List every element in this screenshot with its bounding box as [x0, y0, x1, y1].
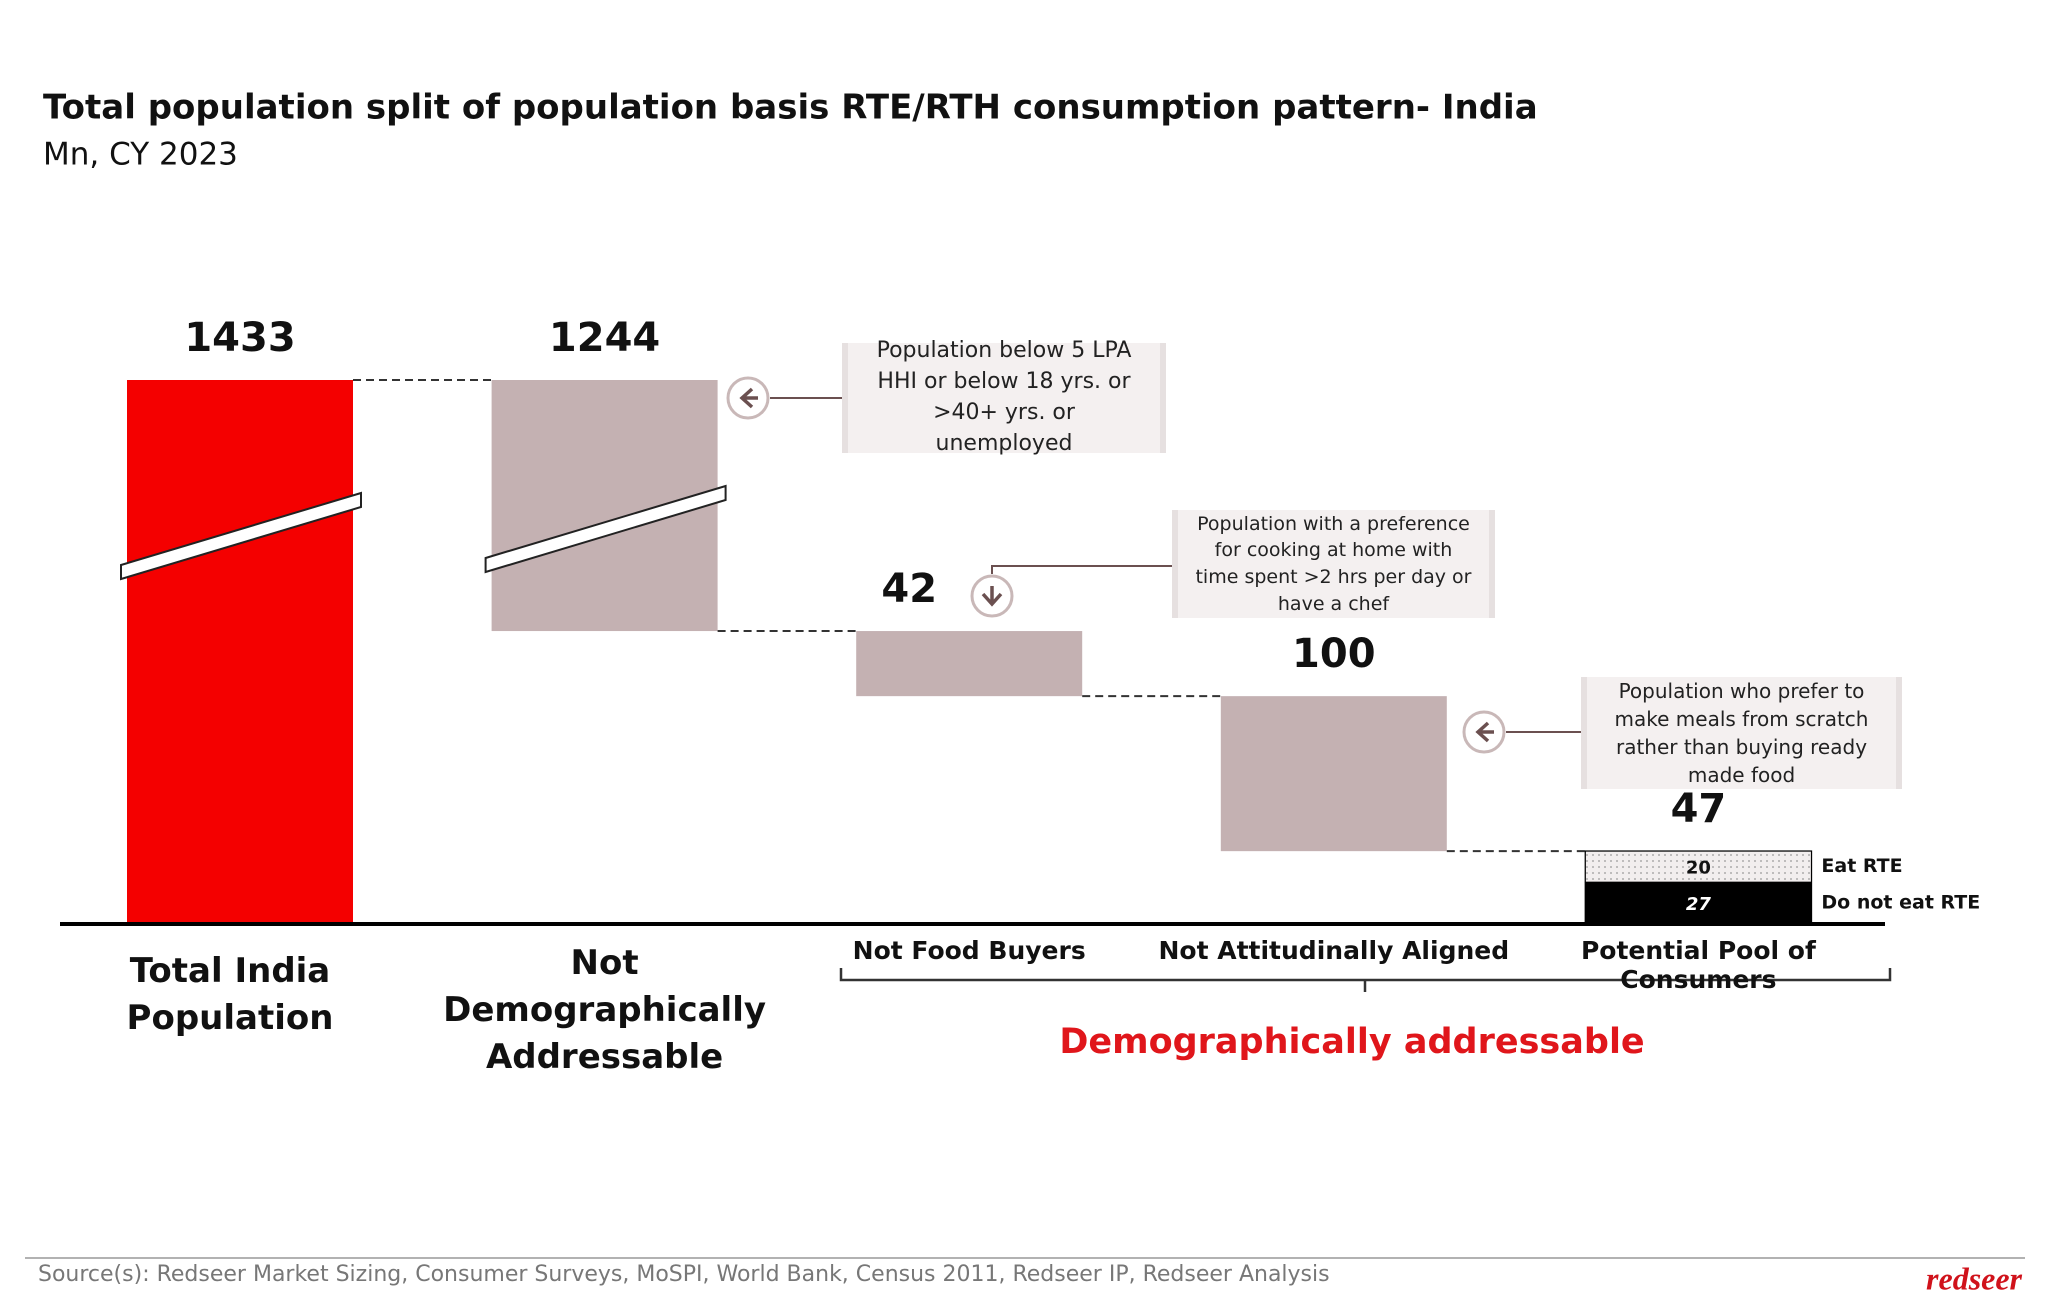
- logo: redseer: [1926, 1260, 2023, 1296]
- legend-label: Eat RTE: [1821, 855, 1902, 877]
- stack-label: 27: [1686, 894, 1712, 915]
- x-tick-label: Not Food Buyers: [852, 936, 1086, 965]
- bar: [856, 631, 1083, 697]
- bar: [127, 380, 353, 924]
- x-tick-label: Potential Pool of Consumers: [1580, 936, 1816, 994]
- value-label: 1433: [184, 315, 295, 361]
- axis-break: [484, 484, 727, 574]
- annotation-leader: [991, 565, 1172, 574]
- value-label: 47: [1671, 786, 1727, 832]
- annotation-arrow: [739, 387, 758, 409]
- brace: [839, 968, 1892, 992]
- value-label: 1244: [549, 315, 660, 361]
- x-tick-label: Not Attitudinally Aligned: [1158, 936, 1510, 965]
- bar: [1220, 696, 1447, 852]
- x-tick-label: Not Demographically Addressable: [443, 943, 767, 1077]
- annotation-arrow: [981, 586, 1003, 607]
- source: Source(s): Redseer Market Sizing, Consum…: [38, 1262, 1330, 1287]
- legend-label: Do not eat RTE: [1821, 892, 1980, 914]
- annotation: Population who prefer to make meals from…: [1581, 677, 1902, 789]
- stack-segment: [1584, 881, 1812, 925]
- annotation: Population with a preference for cooking…: [1172, 510, 1495, 618]
- chart-subtitle: Mn, CY 2023: [43, 137, 238, 173]
- stack-segment: [1584, 850, 1812, 883]
- value-label: 100: [1292, 631, 1376, 677]
- stack-label: 20: [1686, 858, 1711, 879]
- annotation: Population below 5 LPA HHI or below 18 y…: [842, 338, 1166, 456]
- annotation-arrow: [1475, 721, 1494, 743]
- axis-break: [120, 491, 362, 581]
- group-label: Demographically addressable: [1059, 1022, 1644, 1062]
- chart-title: Total population split of population bas…: [43, 88, 1538, 128]
- x-tick-label: Total India Population: [126, 951, 334, 1038]
- value-label: 42: [881, 566, 937, 612]
